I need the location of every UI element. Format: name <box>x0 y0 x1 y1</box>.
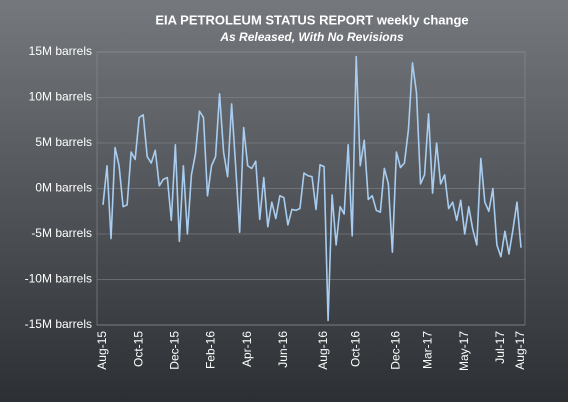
y-tick-label: -15M barrels <box>25 317 92 331</box>
x-tick-label: Aug-15 <box>95 331 109 370</box>
x-tick-label: Aug-17 <box>513 331 527 370</box>
y-tick-label: -10M barrels <box>25 272 92 286</box>
chart-title: EIA PETROLEUM STATUS REPORT weekly chang… <box>155 12 468 27</box>
x-tick-label: Aug-16 <box>316 331 330 370</box>
x-tick-label: Mar-17 <box>421 331 435 369</box>
x-tick-label: Oct-16 <box>348 331 362 367</box>
x-tick-label: Oct-15 <box>131 331 145 367</box>
y-tick-label: 15M barrels <box>29 44 92 58</box>
x-tick-label: Jul-17 <box>493 331 507 364</box>
x-tick-label: Dec-16 <box>389 331 403 370</box>
y-tick-label: 0M barrels <box>35 181 92 195</box>
x-tick-label: Feb-16 <box>204 331 218 369</box>
x-tick-label: May-17 <box>457 331 471 371</box>
y-tick-label: 10M barrels <box>29 90 92 104</box>
y-tick-label: 5M barrels <box>35 135 92 149</box>
x-tick-label: Jun-16 <box>276 331 290 368</box>
y-tick-label: -5M barrels <box>31 226 92 240</box>
x-tick-label: Apr-16 <box>240 331 254 367</box>
chart-subtitle: As Released, With No Revisions <box>219 30 404 44</box>
data-line <box>102 55 522 322</box>
x-tick-label: Dec-15 <box>168 331 182 370</box>
